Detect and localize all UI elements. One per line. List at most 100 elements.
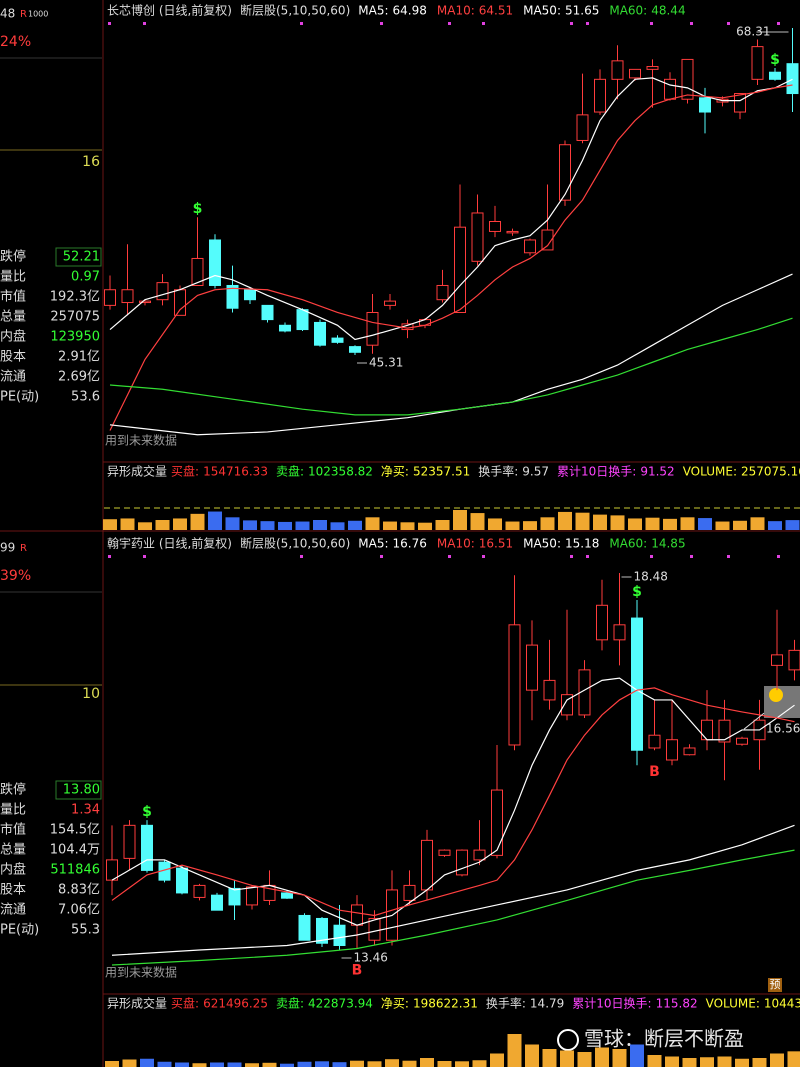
candle-body bbox=[349, 346, 361, 353]
stock-code: 48 bbox=[0, 7, 15, 21]
flag-note: 1000 bbox=[28, 10, 48, 19]
volume-bar bbox=[278, 521, 292, 530]
marker-dot bbox=[300, 555, 303, 558]
candle-body bbox=[559, 144, 571, 201]
flag: R bbox=[20, 543, 27, 554]
badge-box bbox=[768, 978, 782, 992]
candle-body bbox=[506, 230, 519, 234]
header-text: 16.51 bbox=[479, 537, 513, 551]
ma-line bbox=[111, 677, 795, 926]
volume-bar bbox=[770, 1053, 784, 1067]
volume-bar bbox=[122, 1059, 137, 1067]
volume-bar bbox=[560, 1050, 574, 1067]
volume-bar bbox=[645, 517, 660, 530]
volume-bar bbox=[120, 518, 135, 530]
header-text: 15.18 bbox=[565, 537, 599, 551]
volume-header-text: 净买: bbox=[381, 465, 409, 479]
candle-body bbox=[611, 60, 624, 80]
volume-bar bbox=[612, 1049, 627, 1067]
volume-header-text: 卖盘: bbox=[276, 464, 304, 479]
marker-dot bbox=[380, 22, 383, 25]
volume-bar bbox=[138, 522, 152, 530]
marker-dot bbox=[690, 555, 693, 558]
header-text: 64.98 bbox=[393, 4, 427, 18]
level: 16 bbox=[82, 154, 100, 170]
info-value: 2.69亿 bbox=[58, 370, 100, 385]
marker-dot bbox=[108, 22, 111, 25]
volume-bar bbox=[227, 1062, 242, 1067]
header-text: 51.65 bbox=[565, 4, 599, 18]
candle-body bbox=[106, 859, 118, 881]
candle-body bbox=[788, 649, 800, 671]
candle-body bbox=[351, 904, 363, 926]
candle-body bbox=[279, 324, 291, 332]
marker-dot bbox=[777, 22, 780, 25]
signal: B bbox=[649, 764, 660, 780]
volume-bar bbox=[245, 1063, 259, 1067]
volume-bar bbox=[488, 518, 502, 530]
candle-body bbox=[384, 300, 396, 306]
change: 39% bbox=[0, 568, 31, 584]
volume-bar bbox=[523, 521, 537, 530]
marker-dot bbox=[143, 22, 146, 25]
candle-body bbox=[683, 747, 696, 756]
info-value: 2.91亿 bbox=[58, 350, 100, 365]
marker-dot bbox=[586, 555, 589, 558]
volume-bar bbox=[733, 520, 747, 530]
volume-bar bbox=[385, 1059, 399, 1067]
volume-bar bbox=[647, 1055, 662, 1067]
marker-dot bbox=[143, 555, 146, 558]
volume-header-text: 卖盘: bbox=[276, 996, 304, 1011]
candle-body bbox=[541, 229, 554, 251]
header-text: MA60: bbox=[609, 537, 647, 551]
marker-dot bbox=[650, 22, 653, 25]
volume-header-text: 异形成交量 bbox=[107, 996, 167, 1011]
candle-body bbox=[613, 624, 626, 641]
volume-bar bbox=[402, 1060, 417, 1067]
volume-header-text: 52357.51 bbox=[413, 465, 470, 479]
candle-body bbox=[139, 300, 151, 304]
low-label: 45.31 bbox=[369, 356, 403, 370]
volume-header-text: 换手率: bbox=[486, 996, 526, 1011]
candle-body bbox=[246, 886, 258, 906]
volume-bar bbox=[297, 1061, 312, 1067]
candle-body bbox=[438, 849, 451, 856]
volume-header-text: 换手率: bbox=[478, 464, 518, 479]
volume-header-text: 买盘: bbox=[171, 996, 199, 1011]
candle-body bbox=[211, 894, 223, 911]
volume-bar bbox=[698, 518, 712, 530]
volume-bar bbox=[680, 517, 695, 530]
info-value: 154.5亿 bbox=[50, 823, 100, 838]
info-value: 257075 bbox=[50, 310, 100, 325]
candle-body bbox=[701, 719, 713, 741]
volume-bar bbox=[717, 1056, 732, 1067]
info-label: 市值 bbox=[0, 822, 26, 838]
header-text: 64.51 bbox=[479, 4, 513, 18]
candle-body bbox=[281, 892, 293, 899]
volume-bar bbox=[155, 520, 170, 530]
info-label: 跌停 bbox=[0, 249, 26, 265]
ma-line bbox=[111, 824, 795, 956]
future-note: 用到未来数据 bbox=[105, 965, 177, 980]
candle-body bbox=[191, 257, 204, 286]
volume-bar bbox=[453, 510, 467, 530]
candle-body bbox=[489, 220, 501, 232]
volume-header-text: 91.52 bbox=[640, 465, 674, 479]
candle-body bbox=[734, 93, 746, 113]
candle-body bbox=[471, 212, 484, 262]
volume-bar bbox=[542, 1049, 557, 1067]
volume-bar bbox=[472, 1060, 487, 1067]
candle-body bbox=[786, 63, 799, 95]
volume-header-text: 422873.94 bbox=[308, 997, 373, 1011]
marker-dot bbox=[570, 555, 573, 558]
candle-body bbox=[421, 839, 433, 891]
candle-body bbox=[646, 66, 659, 70]
candle-body bbox=[366, 311, 379, 346]
candle-body bbox=[331, 337, 344, 343]
value-box bbox=[55, 780, 102, 800]
info-label: 内盘 bbox=[0, 329, 26, 345]
volume-bar bbox=[210, 1062, 224, 1067]
volume-bar bbox=[175, 1062, 189, 1067]
volume-bar bbox=[665, 1056, 679, 1067]
